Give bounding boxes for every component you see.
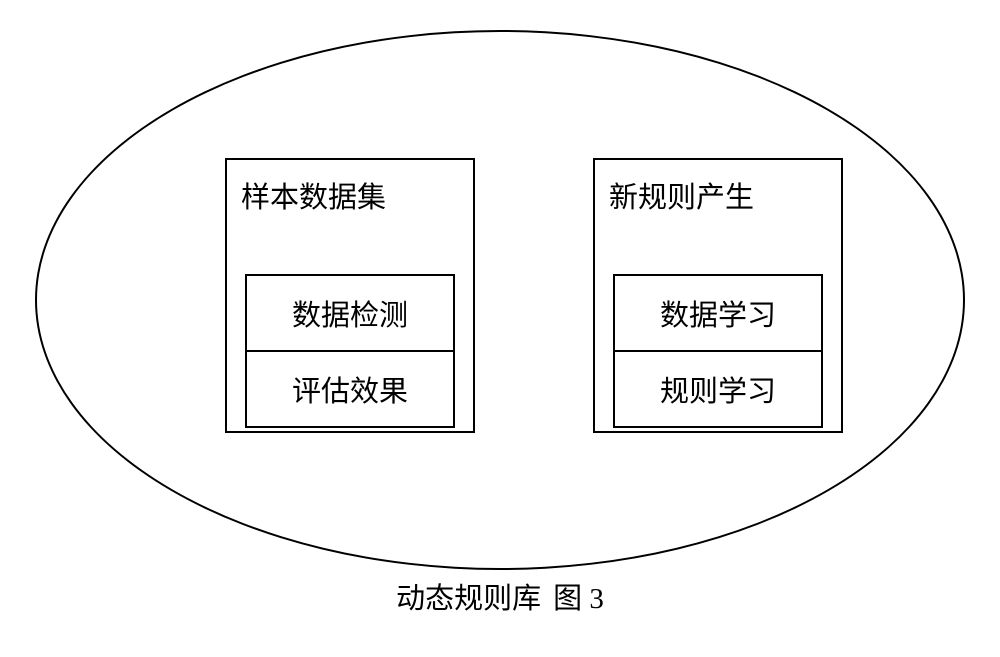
sample-dataset-title: 样本数据集 <box>227 160 473 226</box>
data-learning-item: 数据学习 <box>613 274 823 352</box>
rule-learning-item: 规则学习 <box>613 352 823 428</box>
new-rule-generation-box: 新规则产生 数据学习 规则学习 <box>593 158 843 433</box>
data-detection-item: 数据检测 <box>245 274 455 352</box>
new-rule-title: 新规则产生 <box>595 160 841 226</box>
caption-container: 动态规则库 图 3 <box>0 575 1000 617</box>
sample-dataset-box: 样本数据集 数据检测 评估效果 <box>225 158 475 433</box>
figure-label: 图 3 <box>553 575 604 617</box>
evaluation-effect-item: 评估效果 <box>245 352 455 428</box>
container-label: 动态规则库 <box>396 575 541 617</box>
